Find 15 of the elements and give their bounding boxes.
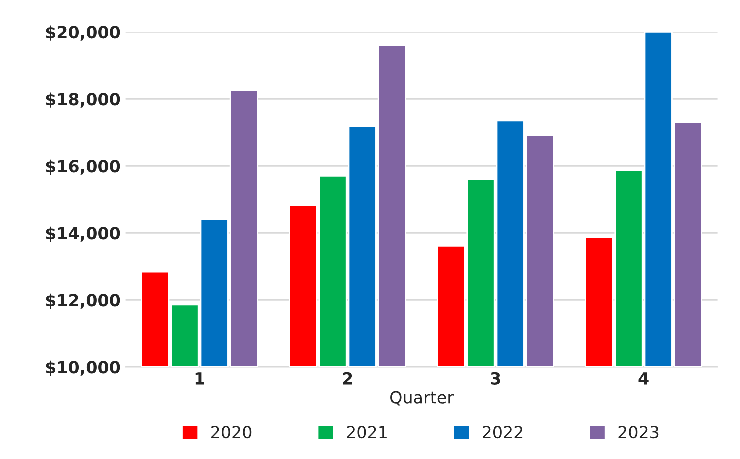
- legend-label: 2022: [483, 426, 523, 439]
- x-tick-label: 2: [343, 372, 352, 385]
- legend-label: 2021: [347, 426, 387, 439]
- y-tick-label: $20,000: [46, 26, 120, 41]
- x-tick-label: 4: [638, 372, 649, 385]
- y-tick-label: $14,000: [46, 226, 120, 242]
- y-tick-label: $12,000: [46, 294, 120, 309]
- legend-label: 2023: [618, 426, 659, 439]
- y-tick-label: $18,000: [46, 92, 120, 108]
- legend-label: 2020: [212, 426, 252, 439]
- y-tick-label: $10,000: [46, 360, 120, 376]
- y-tick-label: $16,000: [46, 160, 120, 175]
- x-tick-label: 1: [196, 372, 204, 385]
- x-tick-label: 3: [491, 372, 500, 385]
- x-axis-title: Quarter: [390, 391, 454, 406]
